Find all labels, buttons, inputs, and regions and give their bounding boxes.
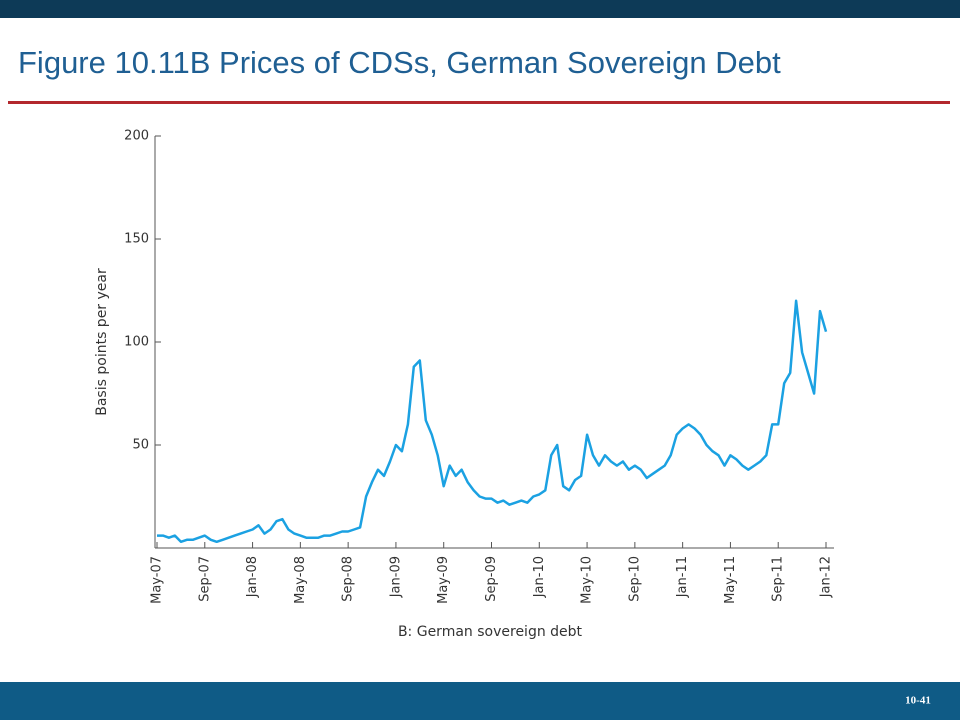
- x-tick-label: May-09: [436, 556, 451, 604]
- x-tick-label: May-10: [580, 556, 595, 604]
- x-tick-label: Jan-10: [532, 556, 547, 598]
- top-bar: [0, 0, 960, 18]
- slide-title: Figure 10.11B Prices of CDSs, German Sov…: [18, 45, 781, 80]
- title-rule: [8, 101, 950, 104]
- x-tick-label: Sep-08: [341, 556, 356, 602]
- bottom-bar: [0, 682, 960, 720]
- x-tick-label: Sep-09: [484, 556, 499, 602]
- x-tick-label: May-08: [293, 556, 308, 604]
- y-tick-label: 200: [124, 129, 149, 144]
- x-tick-label: Jan-11: [675, 556, 690, 598]
- x-tick-label: Jan-08: [245, 556, 260, 598]
- x-tick-label: Jan-09: [388, 556, 403, 598]
- data-line: [157, 299, 828, 544]
- x-tick-label: May-07: [150, 556, 165, 604]
- x-axis-label: B: German sovereign debt: [398, 624, 583, 640]
- x-tick-label: May-11: [723, 556, 738, 604]
- x-tick-label: Sep-07: [197, 556, 212, 602]
- y-axis-label: Basis points per year: [94, 268, 110, 416]
- y-tick-label: 100: [124, 335, 149, 350]
- y-tick-label: 50: [132, 438, 149, 453]
- x-tick-label: Sep-10: [627, 556, 642, 602]
- page-number: 10-41: [905, 695, 931, 707]
- y-tick-label: 150: [124, 232, 149, 247]
- x-tick-label: Jan-12: [819, 556, 834, 598]
- x-tick-label: Sep-11: [771, 556, 786, 602]
